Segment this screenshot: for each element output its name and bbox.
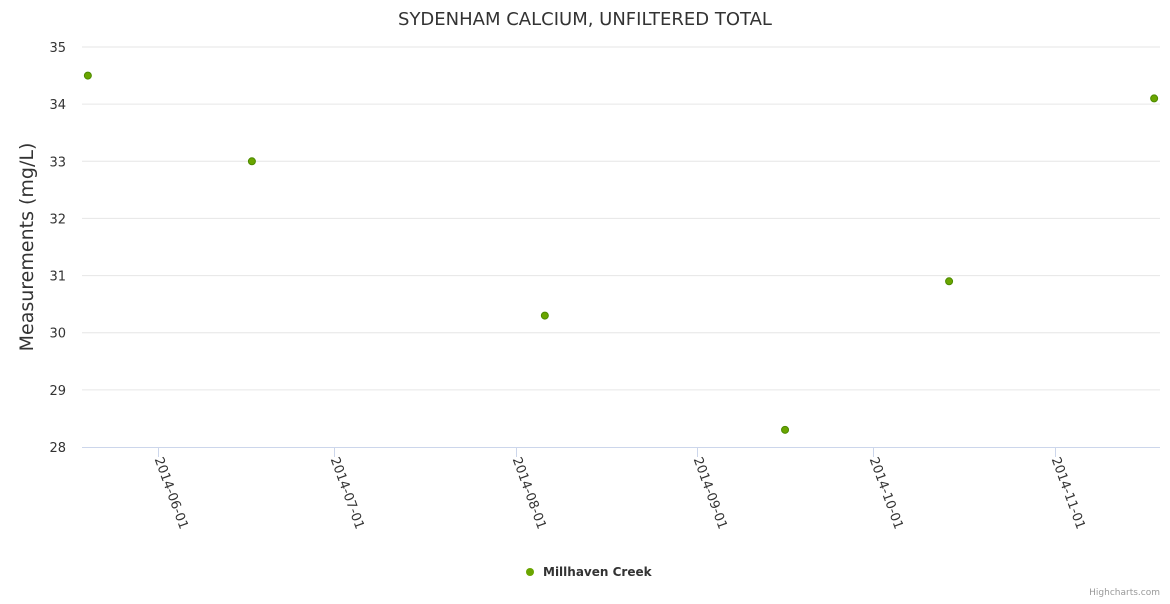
- y-tick-label: 32: [49, 212, 66, 227]
- y-tick-label: 29: [49, 384, 66, 399]
- data-point: [945, 277, 954, 286]
- y-tick-label: 33: [49, 155, 66, 170]
- legend-label[interactable]: Millhaven Creek: [543, 565, 653, 579]
- y-tick-label: 34: [49, 98, 66, 113]
- series-points: [83, 71, 1159, 434]
- data-point: [83, 71, 92, 80]
- x-tick-label: 2014-06-01: [151, 455, 191, 531]
- data-point: [1150, 94, 1159, 103]
- x-axis: 2014-06-01 2014-07-01 2014-08-01 2014-09-01…: [82, 447, 1160, 531]
- chart-title: SYDENHAM CALCIUM, UNFILTERED TOTAL: [398, 9, 772, 30]
- x-tick-label: 2014-11-01: [1048, 455, 1088, 531]
- x-tick-label: 2014-08-01: [509, 455, 549, 531]
- legend[interactable]: Millhaven Creek: [526, 565, 653, 579]
- y-tick-label: 28: [49, 441, 66, 456]
- grid-lines: [82, 46, 1160, 391]
- y-tick-label: 31: [49, 270, 66, 285]
- y-axis: 28 29 30 31 32 33 34 35: [49, 41, 66, 456]
- credits[interactable]: Highcharts.com: [1089, 588, 1160, 598]
- data-point: [781, 425, 790, 434]
- y-axis-label: Measurements (mg/L): [16, 143, 38, 352]
- x-tick-label: 2014-10-01: [866, 455, 906, 531]
- y-tick-label: 30: [49, 327, 66, 342]
- x-tick-label: 2014-09-01: [690, 455, 730, 531]
- y-tick-label: 35: [49, 41, 66, 56]
- data-point: [540, 311, 549, 320]
- data-point: [247, 157, 256, 166]
- legend-marker: [526, 568, 534, 576]
- x-tick-label: 2014-07-01: [327, 455, 367, 531]
